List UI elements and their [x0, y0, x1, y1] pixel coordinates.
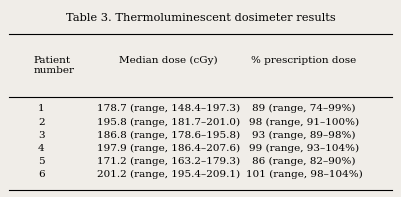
Text: 89 (range, 74–99%): 89 (range, 74–99%): [252, 104, 356, 113]
Text: 2: 2: [38, 118, 45, 126]
Text: Table 3. Thermoluminescent dosimeter results: Table 3. Thermoluminescent dosimeter res…: [66, 13, 335, 23]
Text: 98 (range, 91–100%): 98 (range, 91–100%): [249, 118, 359, 127]
Text: 86 (range, 82–90%): 86 (range, 82–90%): [252, 157, 356, 166]
Text: Median dose (cGy): Median dose (cGy): [119, 56, 218, 65]
Text: 195.8 (range, 181.7–201.0): 195.8 (range, 181.7–201.0): [97, 118, 240, 127]
Text: 186.8 (range, 178.6–195.8): 186.8 (range, 178.6–195.8): [97, 131, 240, 140]
Text: 4: 4: [38, 144, 45, 153]
Text: 201.2 (range, 195.4–209.1): 201.2 (range, 195.4–209.1): [97, 170, 240, 179]
Text: 93 (range, 89–98%): 93 (range, 89–98%): [252, 131, 356, 140]
Text: 3: 3: [38, 131, 45, 140]
Text: 101 (range, 98–104%): 101 (range, 98–104%): [246, 170, 363, 179]
Text: % prescription dose: % prescription dose: [251, 56, 356, 65]
Text: 99 (range, 93–104%): 99 (range, 93–104%): [249, 144, 359, 153]
Text: 6: 6: [38, 170, 45, 179]
Text: Patient
number: Patient number: [33, 56, 74, 75]
Text: 178.7 (range, 148.4–197.3): 178.7 (range, 148.4–197.3): [97, 104, 240, 113]
Text: 197.9 (range, 186.4–207.6): 197.9 (range, 186.4–207.6): [97, 144, 240, 153]
Text: 171.2 (range, 163.2–179.3): 171.2 (range, 163.2–179.3): [97, 157, 240, 166]
Text: 5: 5: [38, 157, 45, 166]
Text: 1: 1: [38, 104, 45, 113]
